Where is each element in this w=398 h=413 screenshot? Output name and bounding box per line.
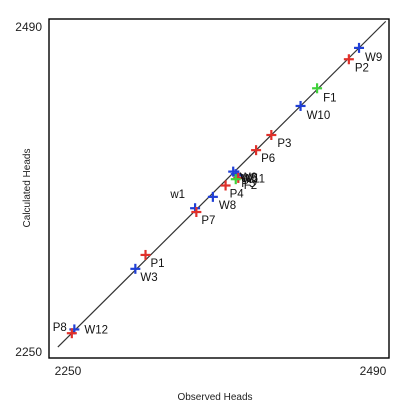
point-p1 [140,249,151,260]
point-w9 [354,42,365,53]
label-w8: W8 [219,200,236,212]
point-p8 [66,328,77,339]
label-p6: P6 [261,153,275,165]
point-p6 [251,145,262,156]
label-w10: W10 [307,110,331,122]
y-tick-max: 2490 [15,20,42,34]
reference-line [57,20,387,348]
label-p4: P4 [230,189,245,201]
point-p3 [266,130,277,140]
label-w12: W12 [84,324,108,336]
y-tick-min: 2250 [15,345,42,359]
point-w3 [130,263,141,274]
label-p7: P7 [201,215,215,227]
label-f2: F2 [244,180,257,192]
label-w11: W11 [242,173,265,185]
plot-frame [48,18,390,359]
point-p7 [191,207,202,218]
x-tick-max: 2490 [360,364,387,378]
data-marks [66,42,365,339]
label-w6: W6 [240,172,257,184]
label-f1: F1 [323,92,336,104]
label-w3: W3 [140,272,157,284]
y-axis-label: Calculated Heads [22,149,33,228]
point-w8 [207,191,218,202]
x-axis-label: Observed Heads [177,392,252,403]
point-f1 [312,83,323,94]
label-w1: w1 [169,189,185,201]
label-w5: W5 [241,173,258,185]
label-p2: P2 [355,62,369,74]
label-p8: P8 [53,322,67,334]
point-f2 [230,174,241,185]
point-w10 [295,100,306,111]
point-p4 [220,180,231,191]
label-p1: P1 [151,258,165,270]
label-p3: P3 [277,138,291,150]
point-p2 [343,54,354,65]
x-tick-min: 2250 [55,364,82,378]
label-p5: P5 [241,178,255,190]
label-w9: W9 [365,52,382,64]
